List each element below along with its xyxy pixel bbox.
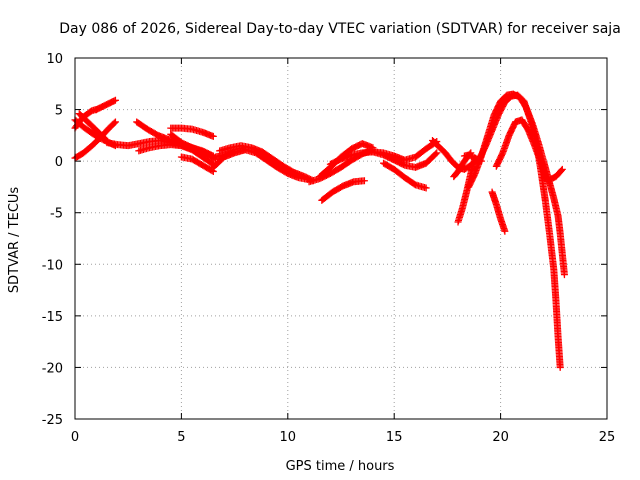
x-tick-label: 5	[177, 430, 185, 445]
series-pass-21	[390, 138, 441, 164]
series-pass-30	[539, 165, 566, 184]
data-point	[557, 166, 565, 174]
data-point	[360, 177, 368, 185]
series-pass-25	[450, 149, 475, 181]
series-pass-04	[92, 96, 119, 114]
data-point	[433, 149, 441, 157]
data-point	[466, 150, 474, 158]
data-point	[501, 227, 509, 235]
y-tick-label: 0	[55, 155, 63, 170]
axis-ticks: 0 5 10 15 20 25 10 5 0 -5 -10 -15 -20 -25	[42, 52, 616, 445]
y-tick-label: -20	[42, 361, 63, 376]
series-pass-29	[492, 116, 549, 181]
y-tick-label: -15	[42, 310, 63, 325]
series-pass-05	[75, 110, 109, 142]
x-tick-label: 20	[492, 430, 509, 445]
data-point	[556, 363, 564, 371]
y-tick-label: 5	[55, 104, 63, 119]
x-tick-label: 15	[386, 430, 403, 445]
data-point	[207, 151, 215, 159]
data-point	[101, 134, 109, 142]
series-pass-10	[167, 124, 217, 140]
series-pass-20	[380, 159, 430, 192]
series-pass-14	[209, 146, 249, 171]
y-axis-label: SDTVAR / TECUs	[7, 187, 22, 294]
x-tick-label: 0	[71, 430, 79, 445]
data-point	[100, 133, 108, 141]
data-point	[467, 149, 475, 157]
data-points	[71, 90, 568, 371]
data-point	[111, 118, 119, 126]
y-tick-label: -25	[42, 413, 63, 428]
data-point	[209, 132, 217, 140]
series-pass-11	[177, 153, 217, 175]
data-point	[110, 119, 118, 127]
y-tick-label: -10	[42, 258, 63, 273]
x-axis-label: GPS time / hours	[286, 459, 395, 474]
plot-frame	[74, 57, 608, 420]
data-point	[560, 271, 568, 279]
data-point	[422, 184, 430, 192]
data-point	[206, 150, 214, 158]
data-point	[432, 150, 440, 158]
x-tick-label: 25	[599, 430, 616, 445]
data-point	[558, 165, 566, 173]
x-tick-label: 10	[280, 430, 297, 445]
chart-title: Day 086 of 2026, Sidereal Day-to-day VTE…	[59, 21, 621, 37]
series-pass-19	[369, 148, 441, 171]
data-point	[208, 167, 216, 175]
series-pass-09	[167, 130, 215, 159]
series-pass-23	[454, 154, 479, 226]
data-point	[111, 96, 119, 104]
y-tick-label: 10	[46, 52, 63, 67]
series-pass-17	[318, 177, 368, 204]
series-pass-28	[488, 188, 509, 235]
y-tick-label: -5	[50, 207, 63, 222]
data-point	[241, 146, 249, 154]
